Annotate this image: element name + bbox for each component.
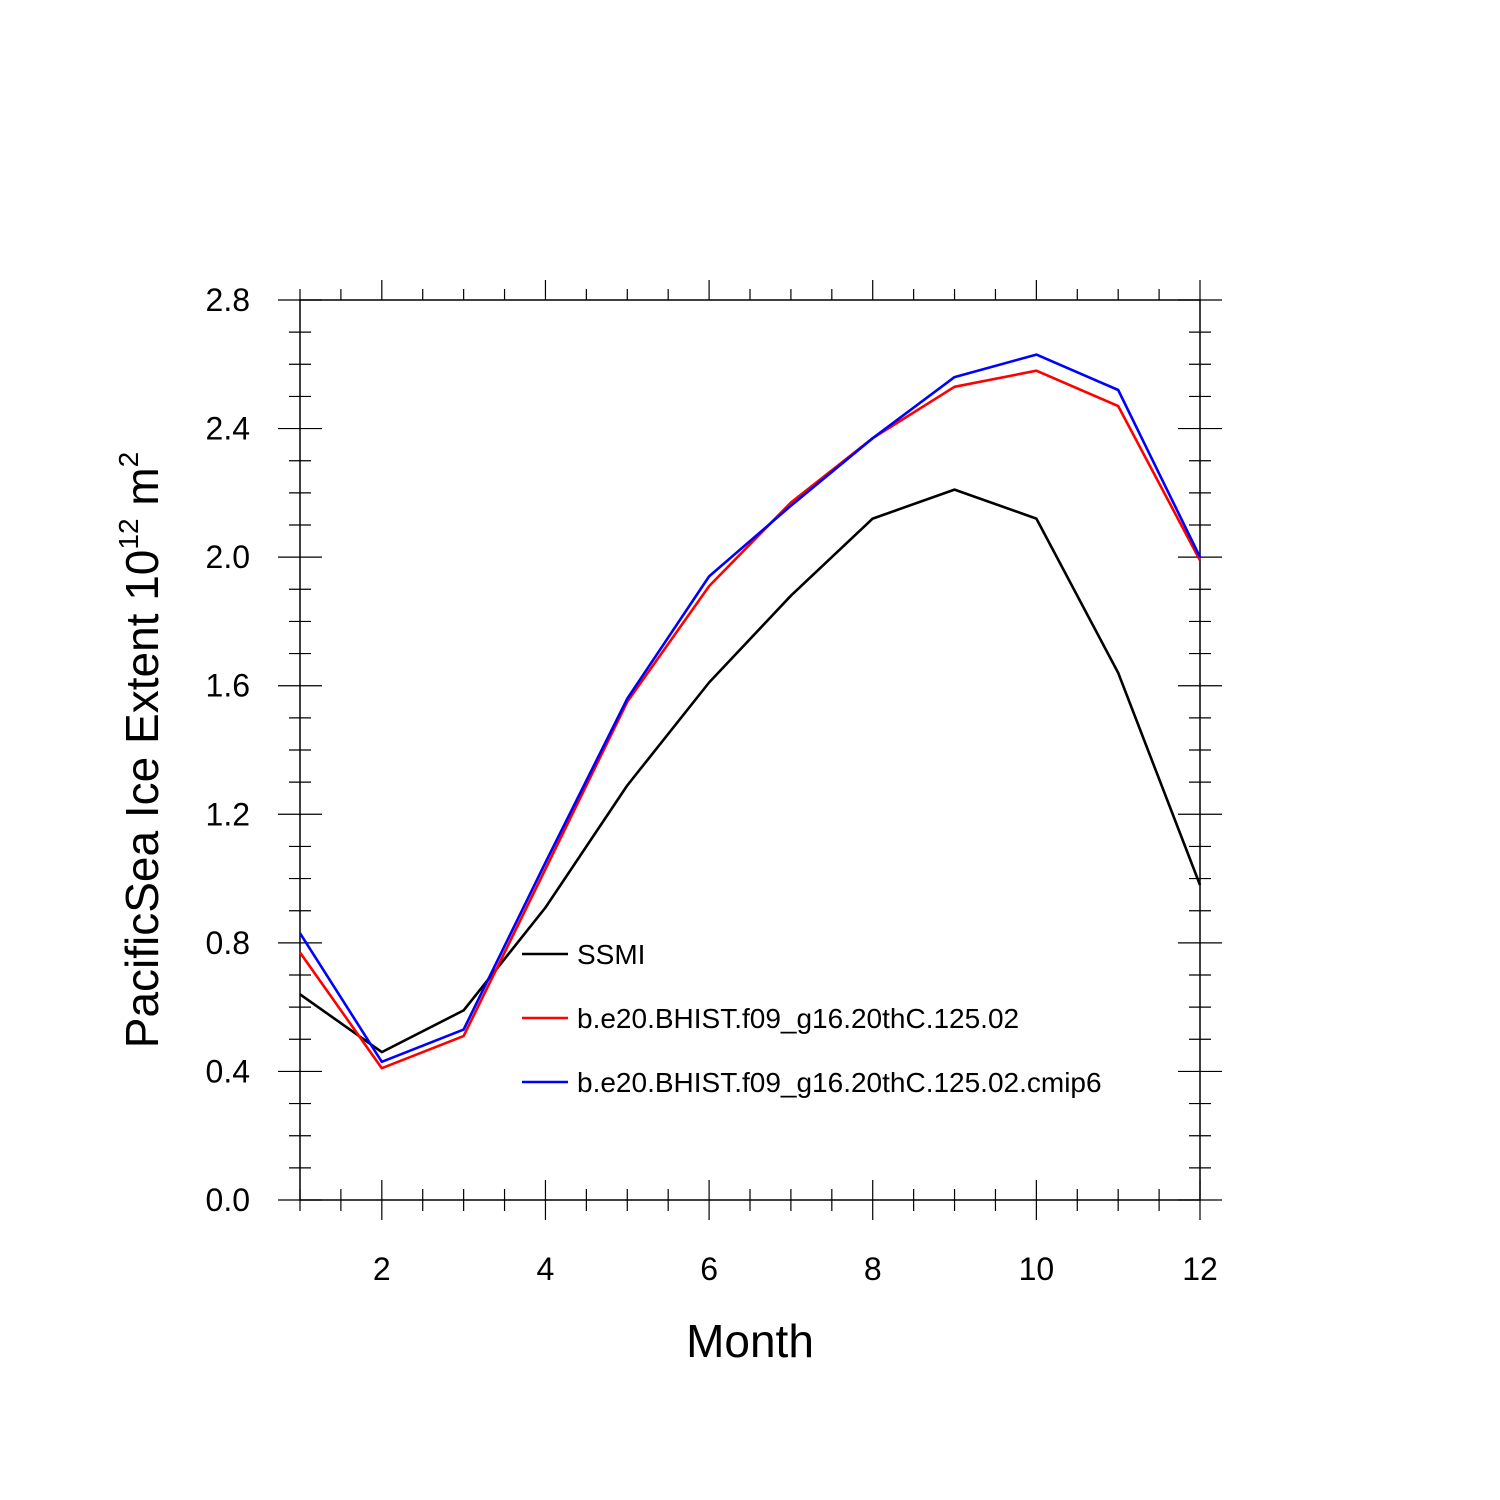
series-line [298,353,1202,1064]
legend: SSMI b.e20.BHIST.f09_g16.20thC.125.02 b.e2… [522,939,1102,1098]
x-tick-label: 8 [864,1251,882,1287]
y-tick-label: 2.4 [206,411,250,447]
y-tick-label: 1.6 [206,668,250,704]
x-tick-label: 12 [1182,1251,1218,1287]
y-axis-title-unit-exponent: 2 [113,452,144,468]
legend-label: b.e20.BHIST.f09_g16.20thC.125.02.cmip6 [577,1067,1102,1098]
tick-labels: 2 4 6 8 10 12 0.0 0.4 0.8 1.2 1.6 2.0 2.4 2.8 [206,282,1218,1287]
x-tick-label: 4 [537,1251,555,1287]
y-tick-label: 0.0 [206,1182,250,1218]
y-tick-label: 0.4 [206,1053,250,1089]
y-tick-label: 2.0 [206,539,250,575]
axis-ticks [278,280,1222,1220]
plot-frame [299,299,1201,1201]
x-tick-label: 2 [373,1251,391,1287]
y-axis-title: PacificSea Ice Extent 1012 m2 [113,452,168,1048]
y-tick-label: 2.8 [206,282,250,318]
x-axis-title: Month [686,1315,814,1367]
y-axis-title-exponent: 12 [113,518,144,549]
series-lines [298,353,1202,1070]
legend-label: b.e20.BHIST.f09_g16.20thC.125.02 [577,1003,1019,1034]
series-line [298,369,1202,1070]
x-tick-label: 6 [700,1251,718,1287]
y-tick-label: 1.2 [206,796,250,832]
series-line [299,488,1202,1054]
x-tick-label: 10 [1019,1251,1055,1287]
legend-label: SSMI [577,939,645,970]
y-tick-label: 0.8 [206,925,250,961]
